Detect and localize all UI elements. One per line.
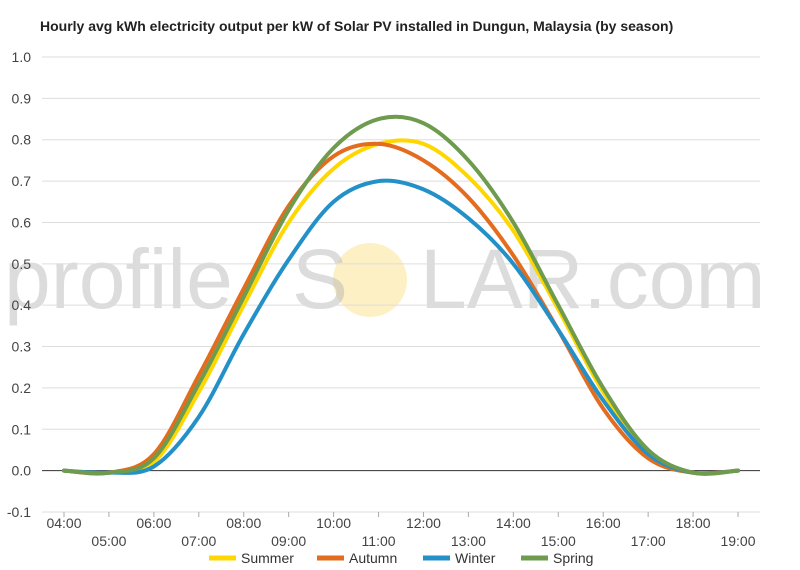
legend-label-winter: Winter xyxy=(455,550,496,566)
y-tick-label: 1.0 xyxy=(12,49,32,65)
y-tick-label: 0.2 xyxy=(12,380,32,396)
x-axis: 04:00 05:00 06:00 07:00 08:00 09:00 10:00 11:00… xyxy=(46,512,756,549)
legend-label-spring: Spring xyxy=(553,550,593,566)
x-tick-label: 18:00 xyxy=(676,515,711,531)
x-tick-label: 13:00 xyxy=(451,533,486,549)
y-tick-label: 0.6 xyxy=(12,214,32,230)
series-line-winter xyxy=(62,178,740,476)
x-tick-label: 09:00 xyxy=(271,533,306,549)
x-tick-label: 06:00 xyxy=(136,515,171,531)
y-axis: -0.1 0.0 0.1 0.2 0.3 0.4 0.5 0.6 0.7 0.8 0.9 1.0 xyxy=(7,49,31,520)
x-tick-label: 12:00 xyxy=(406,515,441,531)
legend-label-autumn: Autumn xyxy=(349,550,397,566)
watermark: profile LAR.com S xyxy=(4,232,765,326)
y-tick-label: 0.8 xyxy=(12,132,32,148)
series-line-spring xyxy=(62,114,740,476)
x-tick-label: 04:00 xyxy=(46,515,81,531)
series-line-summer xyxy=(62,138,740,476)
x-tick-label: 17:00 xyxy=(631,533,666,549)
y-tick-label: 0.5 xyxy=(12,256,32,272)
x-tick-label: 10:00 xyxy=(316,515,351,531)
watermark-right: LAR.com xyxy=(420,232,765,326)
y-tick-label: 0.7 xyxy=(12,173,32,189)
y-tick-label: -0.1 xyxy=(7,504,31,520)
x-tick-label: 15:00 xyxy=(541,533,576,549)
legend: Summer Autumn Winter Spring xyxy=(209,550,593,566)
y-tick-label: 0.1 xyxy=(12,421,32,437)
legend-label-summer: Summer xyxy=(241,550,294,566)
x-tick-label: 11:00 xyxy=(362,533,396,549)
x-tick-label: 14:00 xyxy=(496,515,531,531)
watermark-left: profile xyxy=(4,232,233,326)
series-line-autumn xyxy=(62,141,740,476)
y-tick-label: 0.9 xyxy=(12,90,32,106)
y-tick-label: 0.4 xyxy=(12,297,32,313)
series-group xyxy=(62,114,740,476)
chart-title: Hourly avg kWh electricity output per kW… xyxy=(40,18,674,34)
y-tick-label: 0.0 xyxy=(12,463,32,479)
watermark-s: S xyxy=(292,232,348,326)
x-tick-label: 16:00 xyxy=(586,515,621,531)
watermark-sun xyxy=(333,243,407,317)
x-tick-label: 08:00 xyxy=(226,515,261,531)
x-tick-label: 05:00 xyxy=(91,533,126,549)
x-tick-label: 07:00 xyxy=(181,533,216,549)
y-tick-label: 0.3 xyxy=(12,339,32,355)
x-tick-label: 19:00 xyxy=(720,533,755,549)
